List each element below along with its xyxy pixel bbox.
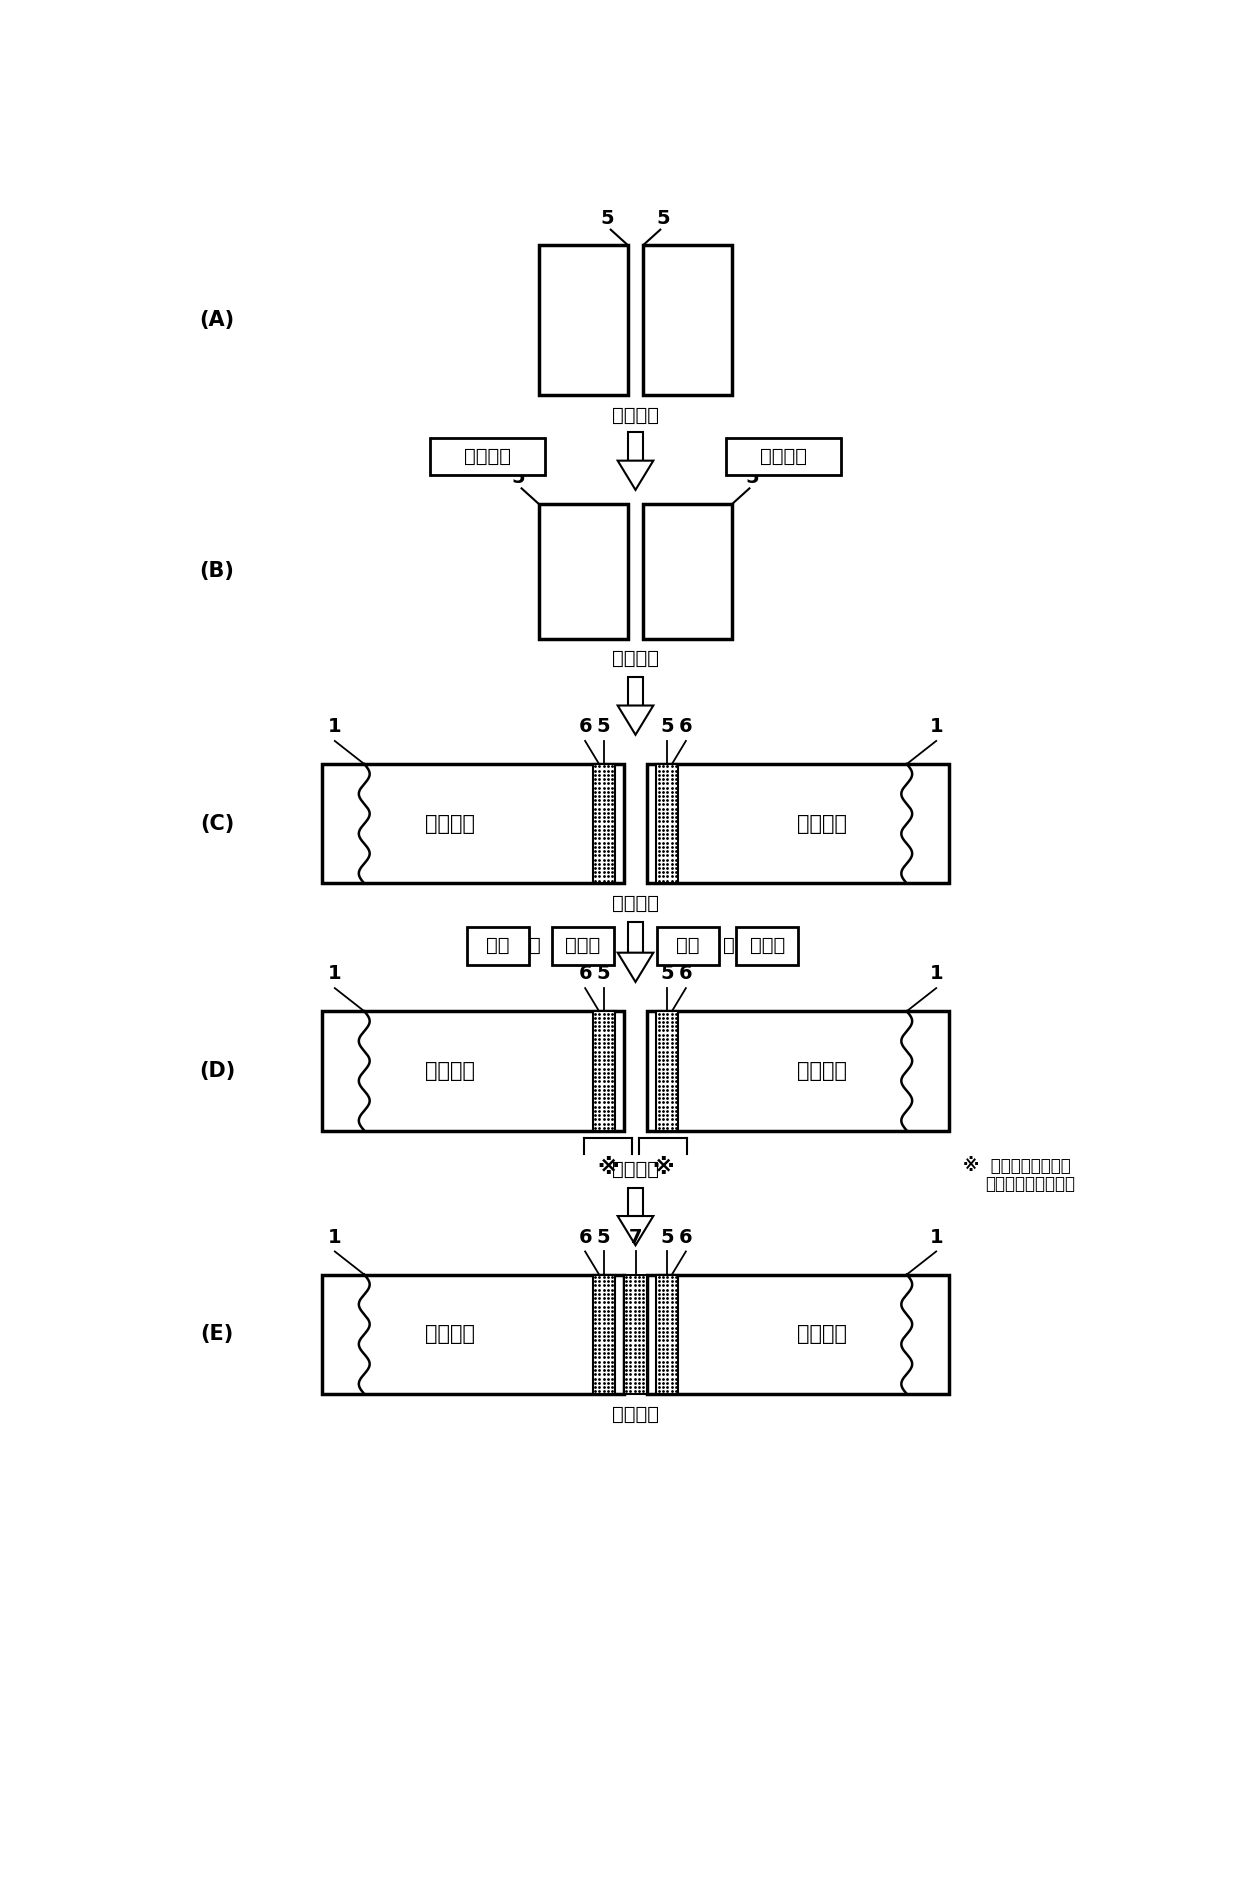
Text: 粗粒组织: 粗粒组织 bbox=[424, 1325, 475, 1344]
Bar bbox=[647, 764, 950, 884]
Bar bbox=[552, 926, 614, 966]
Bar bbox=[647, 1011, 950, 1131]
Bar bbox=[593, 764, 615, 884]
Text: 粗粒组织: 粗粒组织 bbox=[424, 814, 475, 835]
Text: (A): (A) bbox=[200, 310, 234, 331]
Text: 固溶: 固溶 bbox=[677, 937, 699, 956]
Text: 6: 6 bbox=[578, 717, 591, 736]
Bar bbox=[656, 764, 678, 884]
Polygon shape bbox=[618, 460, 653, 490]
Text: 细粒组织: 细粒组织 bbox=[613, 1405, 658, 1424]
Text: 细粒组织: 细粒组织 bbox=[613, 1160, 658, 1179]
Text: (E): (E) bbox=[201, 1325, 233, 1344]
Text: (D): (D) bbox=[198, 1061, 236, 1082]
Bar bbox=[657, 926, 719, 966]
Text: 1: 1 bbox=[329, 1228, 341, 1247]
Bar bbox=[593, 1011, 615, 1131]
Bar bbox=[321, 1274, 624, 1393]
Text: ※: ※ bbox=[652, 1158, 673, 1179]
Bar bbox=[627, 1188, 644, 1217]
Text: 粗粒组织: 粗粒组织 bbox=[796, 1325, 847, 1344]
Bar bbox=[644, 245, 733, 395]
Text: 5: 5 bbox=[661, 964, 675, 983]
Bar bbox=[737, 926, 799, 966]
Text: 所得到的有效的范围: 所得到的有效的范围 bbox=[985, 1175, 1075, 1194]
Bar bbox=[430, 439, 544, 475]
Bar bbox=[538, 504, 627, 639]
Bar bbox=[656, 1274, 678, 1393]
Text: ※: ※ bbox=[598, 1158, 619, 1179]
Text: 粗粒组织: 粗粒组织 bbox=[796, 1061, 847, 1082]
Text: 6: 6 bbox=[680, 964, 693, 983]
Text: 6: 6 bbox=[680, 717, 693, 736]
Text: 5: 5 bbox=[745, 468, 759, 487]
Bar bbox=[624, 1274, 647, 1393]
Text: 6: 6 bbox=[680, 1228, 693, 1247]
Text: 5: 5 bbox=[596, 964, 610, 983]
Bar bbox=[656, 1011, 678, 1131]
Text: 或: 或 bbox=[723, 937, 734, 956]
Text: 1: 1 bbox=[930, 964, 942, 983]
Bar bbox=[627, 432, 644, 460]
Text: 5: 5 bbox=[601, 209, 614, 228]
Text: 固溶: 固溶 bbox=[486, 937, 510, 956]
Text: 1: 1 bbox=[930, 1228, 942, 1247]
Text: (C): (C) bbox=[200, 814, 234, 835]
Text: 变形组织: 变形组织 bbox=[613, 407, 658, 426]
Text: 或: 或 bbox=[529, 937, 541, 956]
Text: 热处理: 热处理 bbox=[565, 937, 600, 956]
Text: 粗粒组织: 粗粒组织 bbox=[796, 814, 847, 835]
Bar bbox=[321, 764, 624, 884]
Text: 细粒组织: 细粒组织 bbox=[613, 893, 658, 912]
Bar bbox=[627, 922, 644, 952]
Text: 固溶处理: 固溶处理 bbox=[760, 447, 807, 466]
Polygon shape bbox=[618, 705, 653, 736]
Text: 5: 5 bbox=[596, 717, 610, 736]
Text: 5: 5 bbox=[512, 468, 526, 487]
Text: 6: 6 bbox=[578, 964, 591, 983]
Text: 1: 1 bbox=[329, 717, 341, 736]
Text: 固溶处理: 固溶处理 bbox=[464, 447, 511, 466]
Text: 热处理: 热处理 bbox=[750, 937, 785, 956]
Text: 1: 1 bbox=[930, 717, 942, 736]
Bar bbox=[627, 677, 644, 705]
Text: 5: 5 bbox=[661, 1228, 675, 1247]
Text: (B): (B) bbox=[200, 561, 234, 582]
Bar bbox=[727, 439, 841, 475]
Text: 6: 6 bbox=[578, 1228, 591, 1247]
Text: 粗粒组织: 粗粒组织 bbox=[424, 1061, 475, 1082]
Text: 1: 1 bbox=[329, 964, 341, 983]
Text: 细粒组织: 细粒组织 bbox=[613, 650, 658, 669]
Bar bbox=[644, 504, 733, 639]
Polygon shape bbox=[618, 952, 653, 983]
Text: ※  固溶处理或热处理: ※ 固溶处理或热处理 bbox=[963, 1156, 1071, 1175]
Bar bbox=[647, 1274, 950, 1393]
Bar bbox=[466, 926, 528, 966]
Text: 5: 5 bbox=[596, 1228, 610, 1247]
Bar bbox=[321, 1011, 624, 1131]
Polygon shape bbox=[618, 1217, 653, 1245]
Text: 5: 5 bbox=[661, 717, 675, 736]
Bar bbox=[593, 1274, 615, 1393]
Text: 7: 7 bbox=[629, 1228, 642, 1247]
Text: 5: 5 bbox=[657, 209, 670, 228]
Bar bbox=[538, 245, 627, 395]
